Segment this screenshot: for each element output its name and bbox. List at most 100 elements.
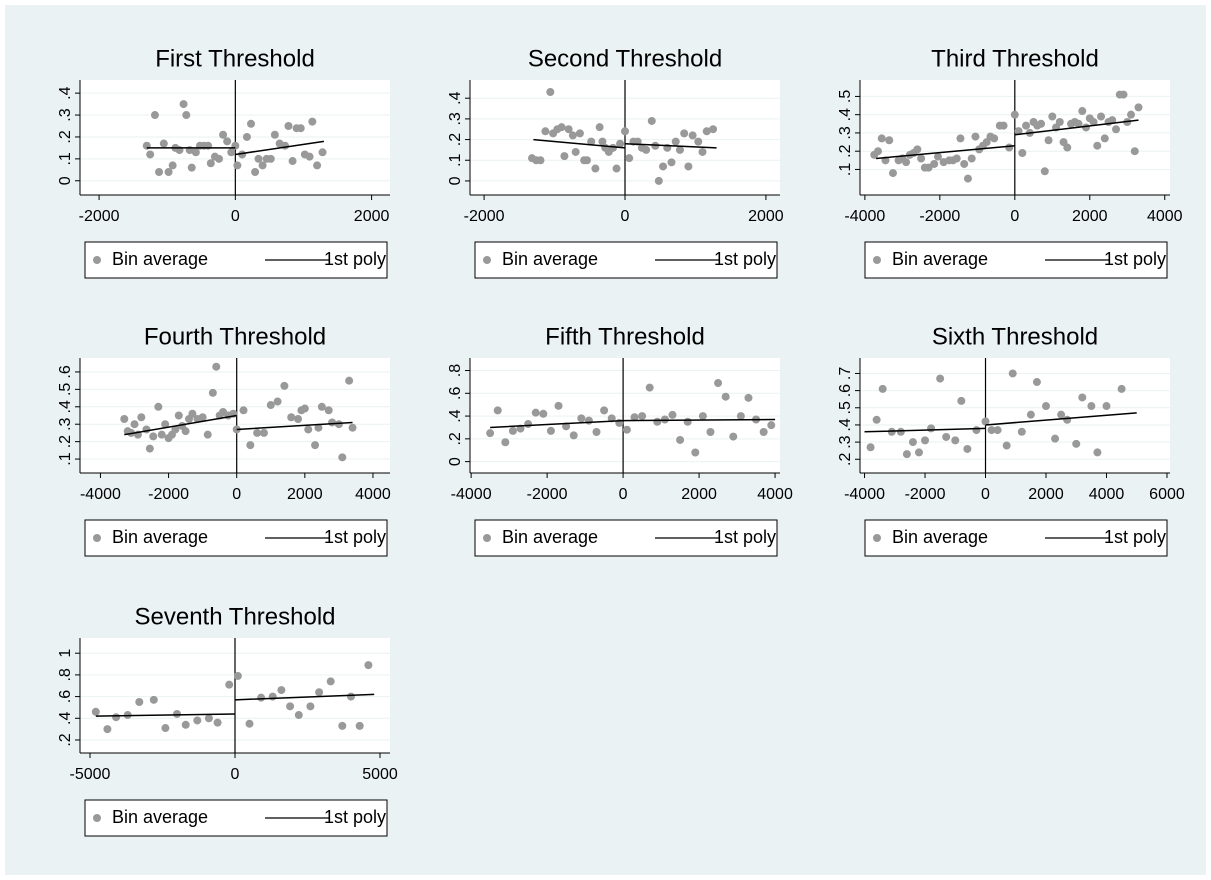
bin-point	[1002, 441, 1011, 450]
bin-point	[683, 417, 692, 426]
bin-point	[942, 432, 951, 441]
bin-point	[300, 404, 309, 413]
bin-point	[963, 444, 972, 453]
x-tick-label: -2000	[148, 486, 189, 503]
bin-point	[607, 414, 616, 423]
fit-line	[146, 140, 325, 156]
bin-point	[767, 421, 776, 430]
bin-point	[952, 154, 961, 163]
y-tick-label: .2	[57, 435, 74, 448]
y-tick-label: .5	[837, 90, 854, 103]
legend-marker	[483, 256, 491, 264]
bin-point	[181, 720, 190, 729]
bin-point	[647, 116, 656, 125]
x-tick-label: -2000	[527, 486, 568, 503]
bin-point	[135, 698, 144, 707]
bin-point	[294, 711, 303, 720]
bin-point	[531, 408, 540, 417]
bin-point	[957, 396, 966, 405]
legend-box	[864, 241, 1168, 279]
y-tick-label: .3	[837, 126, 854, 139]
bin-point	[157, 430, 166, 439]
bin-point	[287, 413, 296, 422]
bin-point	[149, 432, 158, 441]
bin-point	[736, 412, 745, 421]
bin-point	[246, 441, 255, 450]
bin-point	[315, 688, 324, 697]
bin-point	[486, 429, 495, 438]
legend-label: 1st poly	[714, 249, 776, 269]
bin-point	[296, 124, 305, 133]
bin-point	[714, 379, 723, 388]
bin-point	[1008, 369, 1017, 378]
bin-point	[193, 716, 202, 725]
bin-point	[1082, 123, 1091, 132]
legend-marker	[873, 256, 881, 264]
bin-point	[294, 414, 303, 423]
legend-label: Bin average	[112, 807, 208, 827]
bin-point	[698, 412, 707, 421]
legend-marker	[93, 256, 101, 264]
bin-point	[896, 427, 905, 436]
bin-point	[277, 686, 286, 695]
bin-point	[150, 111, 159, 120]
bin-point	[546, 87, 555, 96]
bin-point	[878, 384, 887, 393]
x-tick-label: 2000	[1028, 486, 1064, 503]
bin-point	[326, 677, 335, 686]
bin-point	[1127, 110, 1136, 119]
bin-point	[227, 148, 236, 157]
bin-point	[539, 409, 548, 418]
bin-point	[1044, 136, 1053, 145]
bin-point	[142, 425, 151, 434]
y-tick-label: .3	[837, 435, 854, 448]
bin-point	[91, 707, 100, 716]
x-tick-label: 0	[621, 208, 630, 225]
legend-marker	[483, 534, 491, 542]
x-tick-label: -2000	[464, 208, 505, 225]
bin-point	[1093, 448, 1102, 457]
fit-line	[490, 418, 776, 429]
x-tick-label: -4000	[451, 486, 492, 503]
bin-point	[759, 428, 768, 437]
bin-point	[1078, 393, 1087, 402]
legend-label: 1st poly	[714, 527, 776, 547]
bin-point	[1117, 384, 1126, 393]
bin-point	[642, 145, 651, 154]
bin-point	[247, 119, 256, 128]
x-tick-label: 4000	[355, 486, 391, 503]
bin-point	[159, 139, 168, 148]
y-tick-label: .6	[447, 387, 464, 400]
bin-point	[993, 426, 1002, 435]
bin-point	[571, 147, 580, 156]
bin-point	[273, 397, 282, 406]
bin-point	[546, 426, 555, 435]
bin-point	[680, 129, 689, 138]
x-tick-label: 0	[1010, 208, 1019, 225]
bin-point	[306, 702, 315, 711]
bin-point	[987, 426, 996, 435]
bin-point	[345, 376, 354, 385]
bin-point	[616, 139, 625, 148]
bin-point	[1130, 147, 1139, 156]
plot-region	[470, 358, 780, 473]
bin-point	[1102, 402, 1111, 411]
bin-point	[872, 415, 881, 424]
bin-point	[688, 131, 697, 140]
bin-point	[706, 428, 715, 437]
bin-point	[1055, 117, 1064, 126]
bin-point	[653, 417, 662, 426]
y-tick-label: .2	[447, 432, 464, 445]
bin-point	[239, 406, 248, 415]
bin-point	[311, 441, 320, 450]
bin-point	[198, 413, 207, 422]
bin-point	[956, 134, 965, 143]
bin-point	[1048, 112, 1057, 121]
bin-point	[149, 695, 158, 704]
bin-point	[304, 425, 313, 434]
bin-point	[1051, 434, 1060, 443]
bin-point	[1112, 125, 1121, 134]
bin-point	[963, 174, 972, 183]
bin-point	[568, 131, 577, 140]
